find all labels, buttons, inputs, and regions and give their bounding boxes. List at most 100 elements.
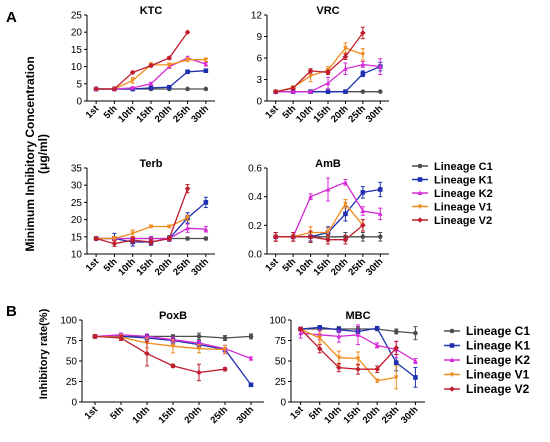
data-point bbox=[413, 358, 418, 363]
y-tick-label: 50 bbox=[275, 357, 287, 368]
data-point bbox=[377, 89, 383, 94]
legend-label: Lineage K2 bbox=[434, 188, 493, 200]
x-tick-label: 10th bbox=[322, 404, 344, 426]
data-point bbox=[196, 369, 202, 376]
series-line bbox=[275, 202, 364, 238]
panel-label-b: B bbox=[6, 303, 17, 320]
data-point bbox=[325, 230, 331, 236]
x-tick-label: 25th bbox=[380, 404, 402, 426]
series-line bbox=[94, 335, 226, 351]
data-point bbox=[355, 366, 361, 372]
data-point bbox=[360, 52, 366, 58]
data-point bbox=[374, 378, 380, 384]
data-point bbox=[308, 73, 313, 79]
data-point bbox=[342, 53, 349, 60]
y-tick-label: 25 bbox=[275, 377, 287, 388]
x-tick-label: 15th bbox=[312, 103, 334, 125]
legend-item-lineage-v1: Lineage V1 bbox=[444, 368, 530, 382]
data-point bbox=[196, 346, 202, 352]
data-point bbox=[166, 224, 172, 230]
y-tick-label: 10 bbox=[71, 62, 83, 73]
series-lineage-v2 bbox=[272, 219, 366, 245]
series-lineage-v2 bbox=[297, 326, 400, 375]
data-point bbox=[308, 89, 313, 94]
data-point bbox=[307, 234, 314, 240]
data-point bbox=[272, 234, 279, 240]
data-point bbox=[360, 234, 366, 240]
data-point bbox=[374, 366, 380, 372]
data-point bbox=[377, 234, 383, 240]
y-tick-label: 0.4 bbox=[248, 192, 262, 203]
legend-label: Lineage K2 bbox=[466, 353, 530, 367]
legend-marker bbox=[417, 204, 423, 210]
data-point bbox=[336, 355, 342, 361]
legend-item-lineage-v2: Lineage V2 bbox=[412, 215, 492, 227]
data-point bbox=[343, 201, 348, 207]
y-axis-label-a-unit: (μg/ml) bbox=[36, 134, 50, 174]
series-lineage-v1 bbox=[93, 214, 190, 242]
y-tick-label: 15 bbox=[71, 45, 83, 56]
data-point bbox=[336, 327, 342, 333]
x-tick-label: 15th bbox=[312, 256, 334, 278]
x-tick-label: 1st bbox=[288, 404, 306, 422]
legend-marker bbox=[417, 190, 423, 195]
x-tick-label: 20th bbox=[329, 103, 351, 125]
data-point bbox=[360, 30, 366, 36]
y-tick-label: 75 bbox=[66, 336, 78, 347]
legend-label: Lineage V1 bbox=[466, 368, 530, 382]
y-tick-label: 100 bbox=[269, 316, 286, 327]
data-point bbox=[185, 225, 190, 231]
series-lineage-v2 bbox=[93, 184, 191, 247]
y-tick-label: 10 bbox=[71, 250, 83, 261]
x-tick-label: 5th bbox=[307, 404, 325, 422]
data-point bbox=[170, 363, 176, 369]
data-point bbox=[222, 366, 228, 372]
x-tick-label: 1st bbox=[84, 103, 102, 121]
series-line bbox=[300, 328, 397, 370]
data-point bbox=[343, 66, 348, 71]
data-point bbox=[316, 345, 323, 352]
series-lineage-v1 bbox=[273, 42, 366, 95]
data-point bbox=[130, 85, 136, 90]
data-point bbox=[297, 326, 304, 332]
data-point bbox=[325, 69, 331, 76]
data-point bbox=[129, 237, 136, 244]
data-point bbox=[203, 61, 209, 67]
data-point bbox=[343, 89, 348, 94]
series-line bbox=[94, 335, 226, 374]
data-point bbox=[203, 236, 209, 241]
data-point bbox=[393, 360, 399, 365]
series-line bbox=[275, 32, 364, 93]
data-point bbox=[184, 29, 191, 35]
x-tick-label: 30th bbox=[364, 256, 386, 278]
data-point bbox=[325, 89, 331, 94]
y-tick-label: 75 bbox=[275, 336, 287, 347]
data-point bbox=[185, 57, 190, 63]
data-point bbox=[203, 200, 209, 205]
y-tick-label: 0.6 bbox=[248, 164, 262, 175]
x-tick-label: 30th bbox=[364, 103, 386, 125]
data-point bbox=[111, 240, 118, 247]
x-tick-label: 10th bbox=[131, 404, 153, 426]
x-tick-label: 30th bbox=[189, 256, 211, 278]
legend-marker bbox=[417, 217, 423, 223]
data-point bbox=[166, 55, 173, 61]
data-point bbox=[248, 334, 254, 339]
y-tick-label: 25 bbox=[71, 198, 83, 209]
legend-item-lineage-k2: Lineage K2 bbox=[444, 353, 530, 367]
data-point bbox=[298, 330, 303, 336]
x-tick-label: 10th bbox=[294, 256, 316, 278]
legend-marker bbox=[449, 386, 455, 392]
data-point bbox=[343, 45, 348, 51]
data-point bbox=[272, 88, 279, 95]
y-tick-label: 6 bbox=[256, 54, 262, 65]
x-tick-label: 1st bbox=[83, 404, 101, 422]
y-axis-label-a: Minimum Inhibitory Concentration bbox=[23, 56, 37, 251]
panel-title: MBC bbox=[345, 310, 370, 322]
y-tick-label: 3 bbox=[256, 75, 262, 86]
data-point bbox=[377, 211, 383, 216]
series-lineage-v2 bbox=[93, 29, 191, 92]
data-point bbox=[185, 215, 190, 221]
